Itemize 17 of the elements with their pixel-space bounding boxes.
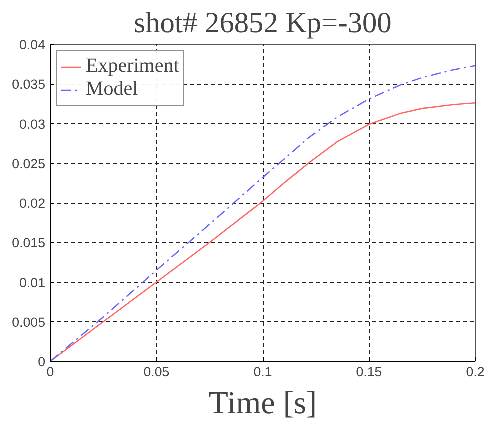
y-tick-label: 0.005	[12, 314, 46, 330]
y-tick-label: 0.015	[12, 236, 46, 251]
y-tick-label: 0.04	[20, 38, 46, 52]
y-tick-label: 0.025	[12, 156, 46, 172]
x-axis-title: Time [s]	[208, 384, 318, 420]
y-tick-label: 0.01	[20, 275, 46, 290]
x-tick-label: 0.05	[144, 364, 170, 380]
legend-label: Model	[86, 78, 138, 101]
y-tick-label: 0	[38, 354, 46, 370]
legend-label: Experiment	[86, 55, 180, 78]
x-tick-label: 0.2	[466, 364, 485, 380]
x-tick-label: 0.1	[254, 364, 272, 380]
y-tick-label: 0.035	[12, 77, 46, 92]
x-tick-label: 0.15	[356, 364, 382, 380]
chart-title: shot# 26852 Kp=-300	[134, 8, 392, 40]
y-tick-label: 0.03	[20, 116, 46, 132]
y-tick-label: 0.02	[20, 196, 46, 211]
